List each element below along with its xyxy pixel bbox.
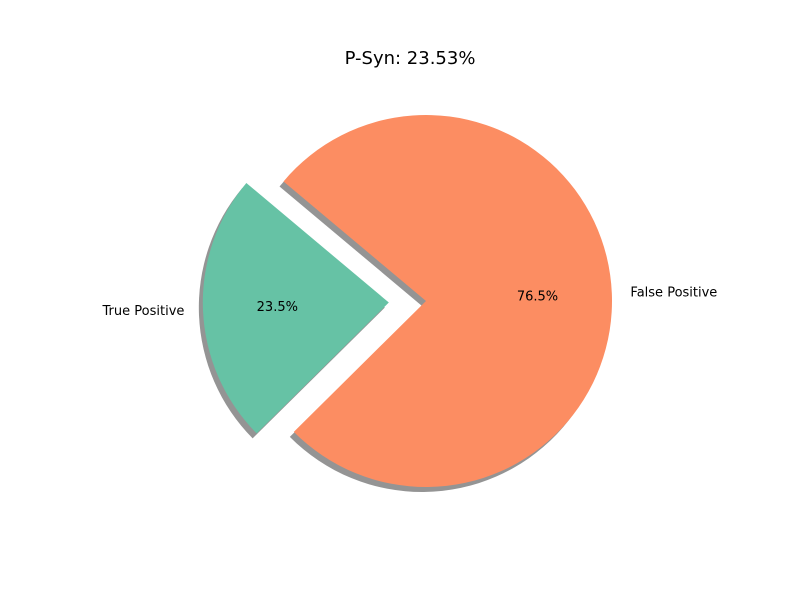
slice-label-false-positive: False Positive: [630, 286, 717, 301]
pie-slice-true-positive: [202, 182, 389, 434]
chart-title: P-Syn: 23.53%: [345, 48, 476, 69]
pie-slice-false-positive: [283, 115, 612, 488]
pie-label-layer: True Positive 23.5% False Positive 76.5%: [102, 286, 718, 319]
slice-pct-label-false-positive: 76.5%: [517, 289, 558, 304]
slice-label-true-positive: True Positive: [102, 304, 185, 319]
slice-pct-label-true-positive: 23.5%: [257, 300, 298, 315]
pie-slice-layer: [202, 115, 612, 488]
